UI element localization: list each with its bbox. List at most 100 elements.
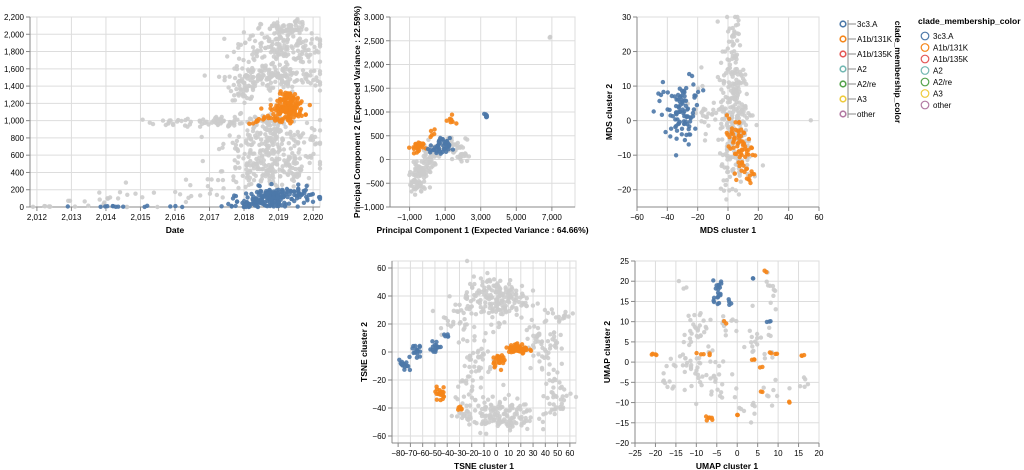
data-point-orange xyxy=(736,140,741,145)
data-point-gray xyxy=(472,334,477,339)
data-point-gray xyxy=(283,81,288,86)
data-point-gray xyxy=(716,137,721,142)
data-point-gray xyxy=(307,59,312,64)
x-tick-label: 1,000 xyxy=(435,213,456,222)
data-point-blue xyxy=(234,199,240,204)
data-point-blue xyxy=(286,201,292,206)
data-point-gray xyxy=(259,75,265,80)
data-point-blue xyxy=(682,121,687,126)
data-point-gray xyxy=(273,79,278,85)
data-point-gray xyxy=(262,35,267,40)
data-point-gray xyxy=(451,322,456,327)
data-point-blue xyxy=(673,153,679,158)
y-tick-label: 800 xyxy=(11,134,25,143)
data-point-orange xyxy=(449,112,455,117)
data-point-gray xyxy=(550,311,556,316)
data-point-gray xyxy=(509,305,514,311)
data-point-gray xyxy=(265,82,271,88)
data-point-gray xyxy=(312,127,317,133)
data-point-gray xyxy=(720,116,725,122)
data-point-orange xyxy=(733,120,738,125)
x-tick-label: −70 xyxy=(404,449,418,458)
data-point-gray xyxy=(735,14,740,20)
data-point-gray xyxy=(732,395,738,400)
data-point-gray xyxy=(497,287,502,292)
y-tick-label: 20 xyxy=(377,320,386,329)
data-point-blue xyxy=(271,190,276,196)
data-point-gray xyxy=(465,355,470,360)
data-point-gray xyxy=(754,122,759,128)
data-point-blue xyxy=(674,136,679,141)
data-point-gray xyxy=(682,369,687,375)
data-point-gray xyxy=(469,387,475,393)
data-point-gray xyxy=(485,349,491,354)
data-point-gray xyxy=(482,400,487,405)
data-point-blue xyxy=(256,183,261,188)
data-point-gray xyxy=(484,289,489,294)
data-point-gray xyxy=(727,65,733,71)
data-point-orange xyxy=(801,352,807,358)
data-point-gray xyxy=(729,119,735,124)
data-point-gray xyxy=(555,370,560,375)
data-point-gray xyxy=(409,179,414,184)
data-point-gray xyxy=(506,392,511,398)
data-point-gray xyxy=(479,375,484,380)
data-point-blue xyxy=(295,204,300,209)
data-point-gray xyxy=(316,50,321,55)
data-point-gray xyxy=(281,23,286,28)
data-point-blue xyxy=(727,302,732,307)
data-point-gray xyxy=(258,21,263,27)
data-point-gray xyxy=(479,413,485,419)
data-point-gray xyxy=(750,303,755,308)
data-point-gray xyxy=(734,318,739,324)
data-point-gray xyxy=(426,160,431,166)
data-point-gray xyxy=(317,80,323,85)
data-point-blue xyxy=(259,197,265,202)
data-point-gray xyxy=(478,385,483,390)
x-tick-label: 3,000 xyxy=(471,213,492,222)
data-point-orange xyxy=(735,144,740,149)
data-point-gray xyxy=(536,339,541,344)
data-point-gray xyxy=(185,124,190,129)
data-point-gray xyxy=(771,293,776,298)
data-point-gray xyxy=(198,193,203,198)
data-point-orange xyxy=(731,145,736,150)
data-point-gray xyxy=(762,351,767,357)
data-point-gray xyxy=(547,362,552,367)
data-point-blue xyxy=(450,147,456,152)
data-point-blue xyxy=(430,339,435,344)
y-tick-label: 0 xyxy=(625,358,630,367)
data-point-gray xyxy=(761,385,766,390)
y-tick-label: −500 xyxy=(366,179,385,188)
data-point-blue xyxy=(310,191,315,197)
data-point-gray xyxy=(275,20,280,25)
data-point-blue xyxy=(692,93,697,98)
data-point-orange xyxy=(434,387,440,392)
data-point-gray xyxy=(309,37,315,42)
data-point-gray xyxy=(545,310,551,316)
data-point-blue xyxy=(750,276,756,281)
data-point-gray xyxy=(290,45,295,51)
data-point-gray xyxy=(177,192,183,197)
data-point-gray xyxy=(787,386,792,391)
data-point-gray xyxy=(253,81,258,86)
data-point-gray xyxy=(703,324,708,330)
data-point-gray xyxy=(464,322,469,327)
data-point-gray xyxy=(268,97,273,102)
data-point-orange xyxy=(288,121,293,126)
data-point-gray xyxy=(558,332,563,338)
data-point-orange xyxy=(773,351,778,357)
data-point-gray xyxy=(727,96,732,101)
data-point-gray xyxy=(250,33,255,38)
data-point-gray xyxy=(163,122,168,128)
data-point-gray xyxy=(311,151,316,157)
data-point-gray xyxy=(259,31,264,36)
y-tick-label: −40 xyxy=(372,404,386,413)
data-point-gray xyxy=(413,179,418,184)
legend-entry-label: A3 xyxy=(933,90,943,99)
legend-dot xyxy=(839,50,847,58)
data-point-gray xyxy=(732,90,737,96)
data-point-gray xyxy=(696,375,701,381)
data-point-orange xyxy=(520,349,525,354)
data-point-gray xyxy=(483,421,488,427)
